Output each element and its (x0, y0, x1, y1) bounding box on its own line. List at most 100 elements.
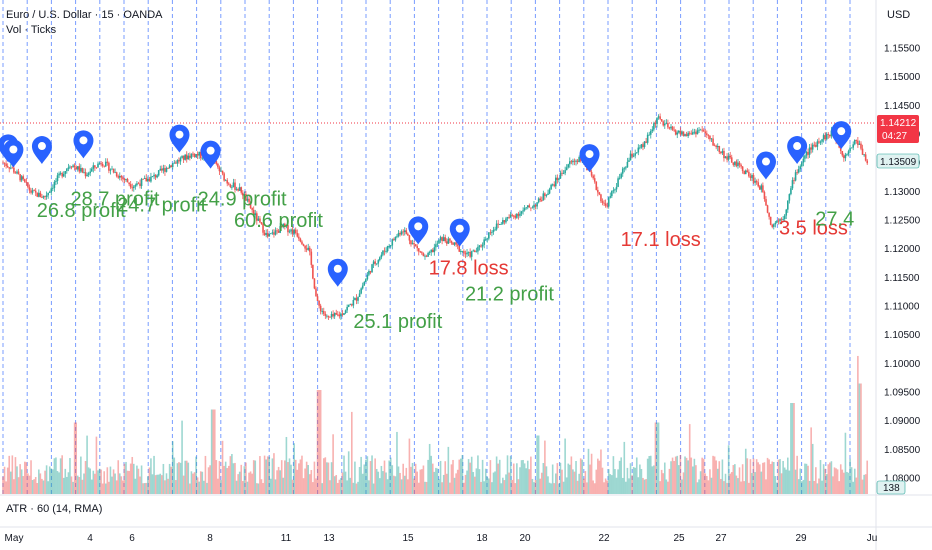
volume-bar (371, 455, 373, 494)
candle-body (804, 155, 806, 159)
candle-body (308, 247, 311, 252)
volume-bar (558, 483, 560, 494)
atr-indicator-label[interactable]: ATR · 60 (14, RMA) (6, 503, 103, 515)
candle-body (539, 198, 542, 201)
candle-body (738, 162, 741, 165)
volume-bar (185, 460, 188, 494)
volume-bar (435, 467, 437, 494)
volume-bar (184, 460, 186, 494)
volume-bar (712, 455, 714, 494)
volume-bar (656, 422, 658, 494)
candle-body (142, 178, 144, 180)
volume-bar (634, 467, 636, 494)
volume-bar (129, 463, 132, 494)
volume-bar (80, 456, 82, 494)
volume-bar (723, 481, 725, 494)
volume-bar (861, 479, 864, 494)
candle-body (829, 134, 831, 137)
candle-body (73, 165, 76, 167)
candle-body (603, 202, 605, 204)
time-axis-ticks[interactable]: May 4 6 8 11 13 15 18 20 22 25 27 29 Ju (5, 533, 878, 544)
candle-body (81, 168, 84, 173)
candle-body (411, 243, 414, 245)
candle-body (534, 204, 537, 207)
volume-bar (223, 465, 225, 494)
candle-body (67, 167, 70, 169)
volume-bar (321, 483, 324, 494)
volume-bar (128, 470, 130, 494)
volume-bar (760, 471, 763, 494)
candle-body (639, 147, 641, 149)
candle-body (422, 253, 425, 257)
currency-selector[interactable]: USD (887, 9, 911, 21)
candle-body (635, 152, 638, 154)
entry-marker-pin (756, 151, 776, 180)
volume-bar (637, 477, 640, 494)
volume-bar (805, 463, 808, 494)
candle-body (676, 132, 679, 135)
volume-bar (606, 480, 608, 494)
volume-bar (273, 453, 275, 494)
candle-body (30, 190, 32, 193)
candle-body (414, 244, 417, 247)
candle-body (424, 255, 426, 257)
volume-bar (5, 481, 7, 494)
candle-body (631, 153, 633, 157)
candle-body (111, 168, 113, 170)
volume-bar (659, 481, 661, 494)
candle-body (336, 314, 339, 316)
volume-bar (343, 455, 345, 494)
candle-body (623, 168, 626, 170)
volume-bar (72, 481, 74, 494)
volume-bar (16, 466, 18, 494)
volume-bar (355, 483, 358, 494)
candle-body (486, 238, 489, 240)
volume-bar (604, 478, 607, 494)
volume-bar (299, 459, 302, 494)
volume-bar (483, 481, 485, 494)
candle-body (349, 304, 352, 306)
candle-body (604, 203, 607, 206)
candle-body (221, 170, 224, 174)
candle-body (439, 237, 442, 241)
volume-bar (657, 422, 660, 494)
candle-body (368, 271, 370, 275)
candle-body (365, 279, 367, 283)
volume-bar (486, 476, 489, 494)
volume-indicator-label[interactable]: Vol · Ticks (6, 24, 57, 36)
candle-body (374, 261, 376, 264)
volume-bar (603, 482, 605, 494)
candle-body (853, 140, 856, 145)
candle-body (151, 176, 154, 177)
volume-bar (265, 459, 267, 494)
volume-bar (635, 457, 638, 494)
candle-body (217, 163, 219, 168)
volume-bar (112, 469, 115, 494)
candle-body (458, 245, 461, 252)
price-tick-label: 1.08500 (884, 445, 921, 456)
current-price-badge: 1.14212 04:27 (877, 115, 919, 143)
candle-body (503, 220, 506, 223)
volume-bar (564, 438, 566, 494)
candle-body (646, 134, 649, 143)
candle-body (273, 232, 275, 235)
volume-bar (746, 458, 749, 494)
volume-bar (271, 458, 274, 494)
candle-body (24, 179, 26, 182)
candle-body (844, 154, 847, 159)
volume-bar (95, 436, 98, 494)
symbol-title[interactable]: Euro / U.S. Dollar · 15 · OANDA (6, 9, 163, 21)
volume-bar (83, 473, 85, 494)
candle-body (516, 213, 518, 218)
price-axis-panel[interactable] (876, 0, 932, 495)
candle-body (746, 170, 749, 172)
candle-body (858, 143, 861, 145)
candle-body (649, 131, 652, 135)
candle-body (52, 187, 54, 189)
candle-body (66, 168, 68, 172)
candle-body (118, 175, 121, 178)
candle-body (45, 195, 48, 197)
volume-bar (30, 460, 32, 494)
candle-body (302, 244, 305, 246)
